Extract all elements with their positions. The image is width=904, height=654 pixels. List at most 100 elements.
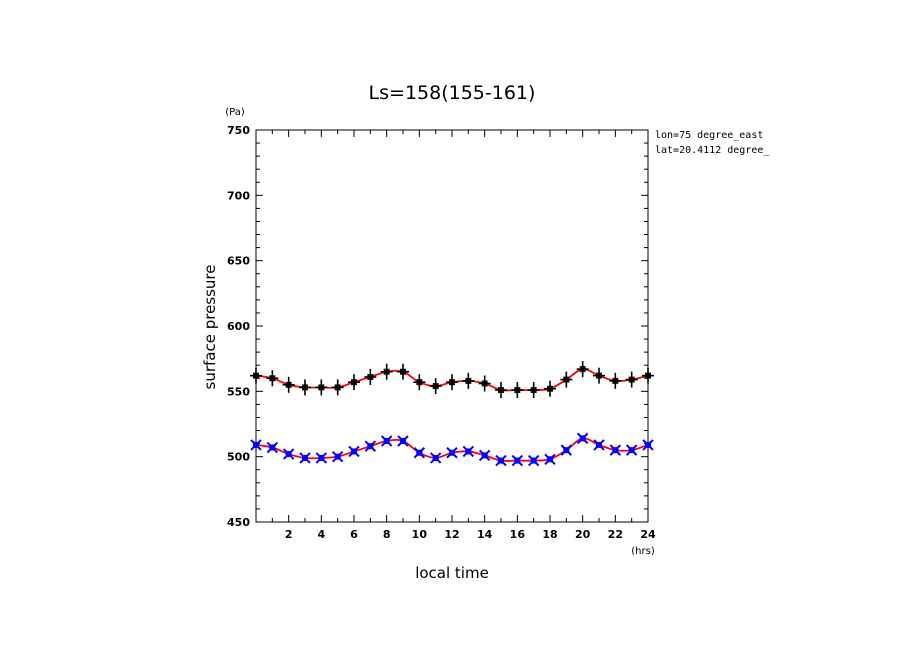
plus-marker [527,382,540,399]
x-tick-label: 2 [285,528,293,541]
plus-marker [429,378,442,395]
x-marker [527,454,540,467]
x-marker-b [527,454,540,467]
x-marker [544,453,556,465]
plus-marker [560,371,573,388]
y-tick-label: 650 [227,255,250,268]
x-marker-b [364,440,377,452]
x-marker-b [413,447,426,459]
x-marker [266,441,279,454]
x-marker-b [593,439,605,451]
x-marker-b [544,453,556,465]
plus-marker [625,371,638,388]
plus-marker [331,379,344,396]
x-marker-b [560,444,573,456]
x-marker [315,452,328,464]
y-tick-label: 550 [227,385,250,398]
x-marker [282,448,295,460]
x-tick-label: 12 [444,528,459,541]
x-tick-label: 8 [383,528,391,541]
x-marker-b [609,444,622,456]
x-marker [462,445,475,458]
x-marker-b [380,435,393,447]
x-marker [429,452,442,464]
y-tick-label: 600 [227,320,250,333]
series-line [255,437,649,462]
x-marker [250,439,262,451]
y-tick-label: 500 [227,451,250,464]
plus-marker [397,363,409,380]
x-marker-b [299,452,311,464]
plus-marker [462,372,475,389]
x-marker [397,435,409,447]
x-marker-b [348,445,360,458]
x-unit-label: (hrs) [631,546,655,557]
plus-marker [593,367,605,384]
x-marker-b [478,449,491,462]
x-marker-b [331,450,344,463]
x-tick-label: 10 [412,528,428,541]
x-tick-label: 24 [640,528,656,541]
y-tick-label: 450 [227,516,250,529]
y-unit-label: (Pa) [225,107,245,118]
x-marker [625,444,638,456]
x-tick-labels: 2 4 6 8 10 12 14 16 18 20 22 24 [285,528,656,541]
lat-annotation: lat=20.4112 degree_ [655,145,770,156]
axis-ticks [255,129,649,523]
x-marker [593,439,605,451]
lon-annotation: lon=75 degree_east [655,130,763,141]
x-marker [331,450,344,463]
x-marker [413,447,426,459]
x-marker-b [462,445,475,458]
plus-marker [544,380,556,397]
x-marker [576,432,589,445]
x-marker-b [511,454,524,467]
x-marker-b [642,439,654,451]
plus-marker [478,375,491,392]
plus-marker [495,382,507,399]
x-marker-b [446,447,458,459]
chart-title: Ls=158(155-161) [369,82,536,104]
plus-marker [576,361,589,378]
x-marker-b [429,452,442,464]
x-tick-label: 6 [350,528,358,541]
x-marker [511,454,524,467]
x-marker [299,452,311,464]
plus-marker [364,368,377,385]
x-marker-b [282,448,295,460]
plus-marker [299,379,311,396]
x-marker-b [495,454,507,467]
x-marker-b [250,439,262,451]
x-marker [348,445,360,458]
plus-marker [446,374,458,391]
x-tick-label: 20 [575,528,591,541]
plus-marker [609,372,622,389]
plus-marker [250,367,262,384]
x-tick-label: 14 [477,528,493,541]
y-axis-title: surface pressure [201,265,219,390]
plus-marker [511,382,524,399]
x-marker [495,454,507,467]
plus-marker [282,376,295,393]
series-markers [250,361,654,467]
x-marker [446,447,458,459]
plus-marker [380,363,393,380]
x-marker [642,439,654,451]
x-marker [380,435,393,447]
x-marker-b [397,435,409,447]
x-marker-b [576,432,589,445]
x-marker-b [266,441,279,454]
x-marker [364,440,377,452]
x-axis-title: local time [415,564,489,582]
plus-marker [642,367,654,384]
plus-marker [348,374,360,391]
y-tick-label: 750 [227,124,250,137]
plot-frame [255,129,649,523]
x-tick-label: 16 [510,528,526,541]
plus-marker [315,379,328,396]
x-marker-b [315,452,328,464]
x-tick-label: 22 [608,528,623,541]
x-marker [609,444,622,456]
x-marker [478,449,491,462]
x-tick-label: 4 [318,528,326,541]
